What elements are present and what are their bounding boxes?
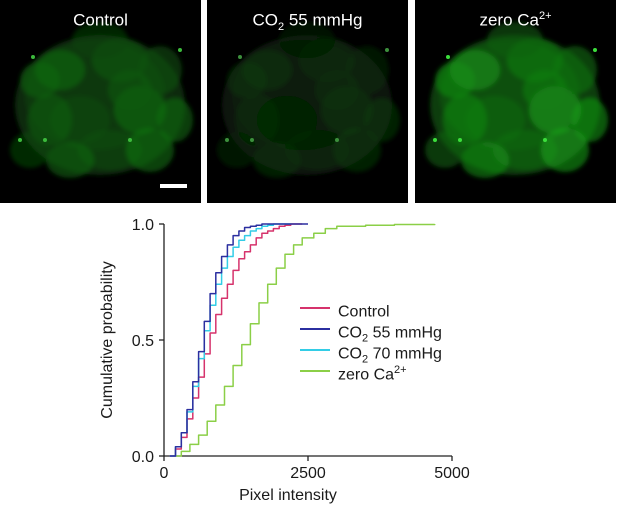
legend-swatch-co2-70 [300,349,330,351]
series-line-1 [169,223,308,457]
image-panel-zero-ca: zero Ca2+ [415,0,616,203]
series-line-3 [172,223,436,457]
image-panel-control: Control [0,0,201,203]
micrograph-co2-55 [217,22,400,178]
legend-swatch-control [300,307,330,309]
chart-legend: Control CO2 55 mmHg CO2 70 mmHg zero Ca2… [300,297,520,383]
legend-item-zero-ca: zero Ca2+ [300,360,520,383]
legend-label-co2-55: CO2 55 mmHg [338,324,442,345]
x-axis-label: Pixel intensity [239,487,337,504]
panel-label-control: Control [73,10,128,30]
series-line-0 [169,223,303,457]
micrograph-control [10,22,193,178]
cumulative-probability-chart: 0 2500 5000 0.0 0.5 1.0 Pixel intensity Cumulat… [99,217,470,504]
series-line-2 [169,223,291,457]
image-panel-co2-55: CO2 55 mmHg [207,0,408,203]
legend-swatch-co2-55 [300,328,330,330]
legend-label-co2-70: CO2 70 mmHg [338,345,442,366]
micrograph-zero-ca [425,22,608,178]
legend-item-co2-70: CO2 70 mmHg [300,339,520,366]
x-tick-label: 0 [160,465,169,482]
x-tick-label: 2500 [290,465,326,482]
y-axis-label: Cumulative probability [99,261,116,418]
y-tick-label: 0.0 [132,449,154,466]
panel-label-co2-55: CO2 55 mmHg [252,10,363,34]
legend-swatch-zero-ca [300,370,330,372]
y-tick-label: 0.5 [132,333,154,350]
x-tick-label: 5000 [434,465,470,482]
panel-label-zero-ca: zero Ca2+ [479,10,552,30]
legend-item-co2-55: CO2 55 mmHg [300,318,520,345]
legend-item-control: Control [300,297,520,320]
legend-label-zero-ca: zero Ca2+ [338,364,407,384]
y-tick-label: 1.0 [132,217,154,234]
scale-bar [160,184,187,188]
legend-label-control: Control [338,303,390,321]
